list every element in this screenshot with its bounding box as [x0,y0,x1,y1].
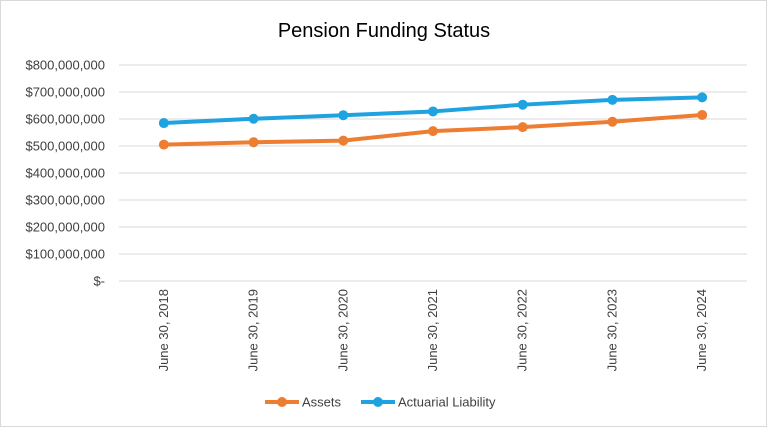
y-axis-ticks: $- $100,000,000 $200,000,000 $300,000,000 $4… [25,58,105,289]
x-tick-label: June 30, 2023 [604,289,619,371]
data-point [158,118,169,129]
data-point [428,126,438,137]
data-point [517,99,528,110]
y-tick-label: $- [93,274,105,289]
x-tick-label: June 30, 2022 [515,289,530,371]
legend-label: Assets [302,395,342,410]
x-tick-label: June 30, 2019 [246,289,261,371]
x-tick-label: June 30, 2021 [425,289,440,371]
legend-label: Actuarial Liability [398,395,496,410]
legend: Assets Actuarial Liability [265,395,496,410]
y-tick-label: $100,000,000 [25,247,105,262]
y-tick-label: $700,000,000 [25,85,105,100]
data-point [607,116,618,127]
series-assets [158,109,708,150]
x-tick-label: June 30, 2024 [694,289,709,371]
series-layer [158,92,708,150]
legend-item: Actuarial Liability [361,395,496,410]
data-point [338,135,349,146]
data-point [607,94,618,105]
y-tick-label: $500,000,000 [25,139,105,154]
data-point [428,106,438,117]
x-tick-label: June 30, 2020 [335,289,350,371]
chart-title: Pension Funding Status [278,20,490,42]
legend-swatch-marker [277,397,287,407]
y-tick-label: $600,000,000 [25,112,105,127]
data-point [697,92,708,103]
legend-swatch-marker [373,397,383,407]
x-tick-label: June 30, 2018 [156,289,171,371]
data-point [697,109,708,120]
y-tick-label: $400,000,000 [25,166,105,181]
legend-item: Assets [265,395,342,410]
x-axis-ticks: June 30, 2018 June 30, 2019 June 30, 2020 J… [156,289,709,371]
data-point [158,139,169,150]
y-tick-label: $800,000,000 [25,58,105,73]
data-point [338,110,349,121]
y-tick-label: $300,000,000 [25,193,105,208]
data-point [248,113,259,124]
y-tick-label: $200,000,000 [25,220,105,235]
data-point [517,122,528,133]
data-point [248,137,259,148]
series-actuarial-liability [158,92,708,129]
